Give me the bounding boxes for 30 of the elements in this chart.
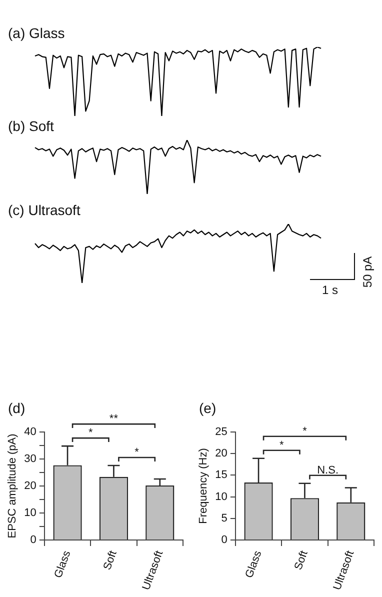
y-tick-label: 15 — [215, 469, 228, 482]
annotation: 1 s — [322, 283, 338, 297]
text: ** — [109, 413, 119, 426]
annotation: * — [302, 425, 308, 438]
chart-title: (d) — [8, 400, 26, 416]
chart-title: (b) Soft — [8, 118, 54, 134]
y-tick-label: 25 — [215, 426, 228, 438]
y-axis-title: EPSC amplitude (pA) — [6, 434, 19, 538]
y-tick-label: 10 — [215, 490, 228, 503]
y-tick-label: 20 — [215, 448, 228, 460]
y-tick-label: 10 — [24, 507, 36, 520]
y-tick-label: 30 — [24, 453, 36, 466]
annotation: * — [134, 446, 140, 458]
x-tick-label: Glass — [243, 548, 264, 580]
y-tick-label: 0 — [30, 534, 36, 546]
chart-title: (e) — [199, 400, 216, 416]
annotation: * — [279, 439, 284, 452]
y-tick-label: 40 — [24, 426, 36, 438]
y-tick-label: 5 — [221, 512, 228, 524]
x-tick-label: Soft — [292, 549, 310, 572]
annotation: * — [88, 427, 94, 440]
y-axis-title: Frequency (Hz) — [198, 448, 210, 524]
y-tick-label: 0 — [221, 534, 228, 546]
y-tick-label: 20 — [24, 480, 36, 492]
x-tick-label: Glass — [52, 548, 74, 580]
annotation: N.S. — [317, 464, 339, 476]
text: 50 pA — [360, 256, 375, 288]
x-tick-label: Soft — [101, 549, 120, 572]
chart-title: (c) Ultrasoft — [8, 202, 80, 218]
chart-title: (a) Glass — [8, 25, 65, 41]
